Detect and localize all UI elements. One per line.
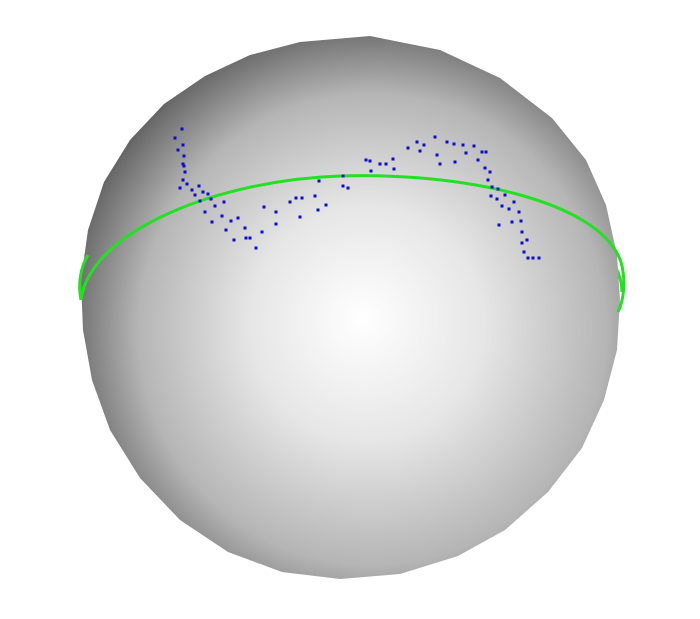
- point-marker: [206, 192, 210, 196]
- point-marker: [445, 140, 449, 144]
- point-marker: [368, 159, 372, 163]
- point-marker: [178, 186, 182, 190]
- point-marker: [517, 210, 521, 214]
- point-marker: [300, 196, 304, 200]
- point-marker: [180, 127, 184, 131]
- point-marker: [260, 230, 264, 234]
- point-marker: [512, 200, 516, 204]
- point-marker: [500, 204, 504, 208]
- point-marker: [490, 185, 494, 189]
- point-marker: [232, 238, 236, 242]
- point-marker: [274, 210, 278, 214]
- point-marker: [520, 241, 524, 245]
- shaded-sphere: [81, 36, 620, 579]
- equator-ring: [79, 174, 626, 313]
- point-marker: [526, 256, 530, 260]
- point-marker: [262, 205, 266, 209]
- point-marker: [486, 178, 490, 182]
- point-marker: [476, 158, 480, 162]
- point-marker: [480, 150, 484, 154]
- point-marker: [294, 196, 298, 200]
- point-marker: [213, 204, 217, 208]
- point-marker: [298, 215, 302, 219]
- point-marker: [484, 150, 488, 154]
- point-marker: [415, 140, 419, 144]
- point-marker: [182, 154, 186, 158]
- point-marker: [274, 222, 278, 226]
- point-marker: [341, 174, 345, 178]
- point-marker: [209, 197, 213, 201]
- equator-left-cap: [78, 254, 90, 301]
- point-marker: [181, 178, 185, 182]
- point-marker: [392, 167, 396, 171]
- point-marker: [324, 203, 328, 207]
- point-marker: [503, 193, 507, 197]
- point-marker: [406, 146, 410, 150]
- point-marker: [520, 230, 524, 234]
- point-marker: [461, 143, 465, 147]
- point-marker: [453, 160, 457, 164]
- point-marker: [254, 246, 258, 250]
- point-marker: [183, 170, 187, 174]
- point-marker: [378, 162, 382, 166]
- point-marker: [510, 220, 514, 224]
- point-marker: [181, 143, 185, 147]
- point-marker: [181, 162, 185, 166]
- point-marker: [488, 170, 492, 174]
- point-marker: [435, 153, 439, 157]
- point-marker: [489, 194, 493, 198]
- point-marker: [173, 136, 177, 140]
- point-marker: [182, 164, 186, 168]
- point-marker: [224, 228, 228, 232]
- point-marker: [522, 250, 526, 254]
- point-marker: [243, 226, 247, 230]
- point-marker: [537, 256, 541, 260]
- point-marker: [198, 199, 202, 203]
- point-marker: [190, 188, 194, 192]
- point-marker: [316, 208, 320, 212]
- point-marker: [288, 200, 292, 204]
- point-marker: [248, 236, 252, 240]
- point-marker: [346, 186, 350, 190]
- point-marker: [472, 144, 476, 148]
- point-marker: [341, 184, 345, 188]
- point-cloud: [173, 127, 541, 260]
- point-marker: [364, 158, 368, 162]
- point-marker: [197, 184, 201, 188]
- point-marker: [220, 214, 224, 218]
- point-marker: [483, 166, 487, 170]
- point-marker: [507, 207, 511, 211]
- point-marker: [519, 219, 523, 223]
- point-marker: [531, 256, 535, 260]
- point-marker: [422, 143, 426, 147]
- point-marker: [236, 216, 240, 220]
- point-marker: [201, 190, 205, 194]
- point-marker: [176, 148, 180, 152]
- point-marker: [244, 236, 248, 240]
- point-marker: [203, 210, 207, 214]
- point-marker: [193, 193, 197, 197]
- point-marker: [222, 200, 226, 204]
- point-marker: [391, 157, 395, 161]
- point-marker: [496, 187, 500, 191]
- point-marker: [313, 194, 317, 198]
- point-marker: [495, 197, 499, 201]
- point-marker: [433, 135, 437, 139]
- point-marker: [438, 162, 442, 166]
- point-marker: [185, 182, 189, 186]
- point-marker: [452, 142, 456, 146]
- point-marker: [525, 238, 529, 242]
- point-marker: [418, 149, 422, 153]
- point-marker: [384, 162, 388, 166]
- point-marker: [369, 169, 373, 173]
- point-marker: [317, 179, 321, 183]
- point-marker: [210, 220, 214, 224]
- point-marker: [229, 219, 233, 223]
- point-marker: [464, 151, 468, 155]
- point-marker: [497, 223, 501, 227]
